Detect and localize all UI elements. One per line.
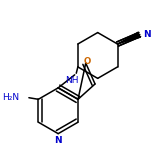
Text: O: O xyxy=(84,57,91,66)
Text: NH: NH xyxy=(65,76,78,85)
Text: N: N xyxy=(144,30,151,39)
Text: N: N xyxy=(54,136,62,145)
Polygon shape xyxy=(117,31,141,44)
Text: H₂N: H₂N xyxy=(2,93,19,102)
